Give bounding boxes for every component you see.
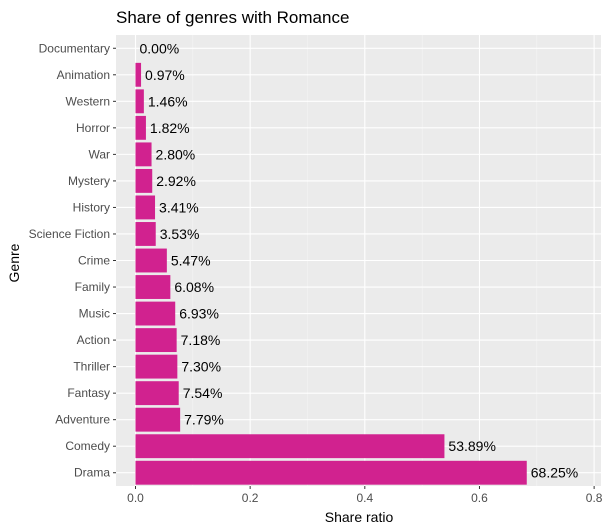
- data-label: 5.47%: [171, 253, 211, 269]
- data-label: 1.82%: [150, 120, 190, 136]
- y-tick-label: Comedy: [65, 439, 110, 453]
- data-label: 68.25%: [531, 465, 578, 481]
- data-label: 2.80%: [156, 146, 196, 162]
- bar: [135, 381, 179, 406]
- data-label: 3.41%: [159, 199, 199, 215]
- data-label: 1.46%: [148, 93, 188, 109]
- y-tick-label: War: [88, 147, 110, 161]
- bar: [135, 222, 156, 246]
- data-label: 53.89%: [448, 438, 495, 454]
- data-label: 2.92%: [156, 173, 196, 189]
- bar: [135, 115, 146, 140]
- y-tick-label: Horror: [76, 121, 110, 135]
- x-tick-label: 0.8: [586, 491, 603, 505]
- y-tick-label: Mystery: [68, 174, 110, 188]
- bar: [135, 407, 181, 432]
- x-axis: 0.0 0.2 0.4 0.6 0.8: [127, 486, 603, 505]
- bar: [135, 354, 178, 379]
- data-label: 7.54%: [183, 385, 223, 401]
- y-tick-label: Crime: [78, 254, 110, 268]
- y-tick-label: History: [73, 200, 110, 214]
- bar: [135, 460, 527, 485]
- bar: [135, 195, 156, 220]
- bar: [135, 62, 142, 87]
- data-label: 7.79%: [184, 412, 224, 428]
- data-label: 6.08%: [174, 279, 214, 295]
- y-tick-label: Documentary: [39, 41, 110, 55]
- bar: [135, 142, 152, 167]
- x-tick-label: 0.4: [356, 491, 373, 505]
- y-tick-label: Thriller: [73, 360, 110, 374]
- y-tick-label: Animation: [57, 68, 110, 82]
- bar: [135, 301, 176, 326]
- x-tick-label: 0.0: [127, 491, 144, 505]
- data-labels-group: 0.00% 0.97% 1.46% 1.82% 2.80% 2.92% 3.41% 3.53%…: [139, 40, 578, 480]
- data-label: 7.30%: [181, 359, 221, 375]
- x-tick-label: 0.2: [242, 491, 259, 505]
- x-axis-title: Share ratio: [325, 509, 394, 525]
- y-axis: Documentary Animation Western Horror War Myst…: [29, 41, 116, 480]
- y-tick-label: Drama: [74, 466, 110, 480]
- x-tick-label: 0.6: [471, 491, 488, 505]
- y-axis-title: Genre: [6, 243, 22, 282]
- bars-group: [135, 62, 527, 485]
- y-tick-label: Music: [79, 307, 110, 321]
- y-tick-label: Adventure: [55, 413, 110, 427]
- data-label: 7.18%: [181, 332, 221, 348]
- bar: [135, 168, 153, 193]
- data-label: 6.93%: [179, 306, 219, 322]
- y-tick-label: Family: [75, 280, 110, 294]
- y-tick-label: Western: [66, 94, 110, 108]
- data-label: 0.00%: [139, 40, 179, 56]
- bar: [135, 89, 144, 114]
- y-tick-label: Science Fiction: [29, 227, 110, 241]
- bar: [135, 328, 177, 353]
- chart-title: Share of genres with Romance: [116, 8, 349, 27]
- bar: [135, 434, 445, 459]
- data-label: 0.97%: [145, 67, 185, 83]
- y-tick-label: Action: [77, 333, 110, 347]
- bar: [135, 248, 167, 273]
- y-tick-label: Fantasy: [67, 386, 110, 400]
- bar: [135, 275, 171, 299]
- data-label: 3.53%: [160, 226, 200, 242]
